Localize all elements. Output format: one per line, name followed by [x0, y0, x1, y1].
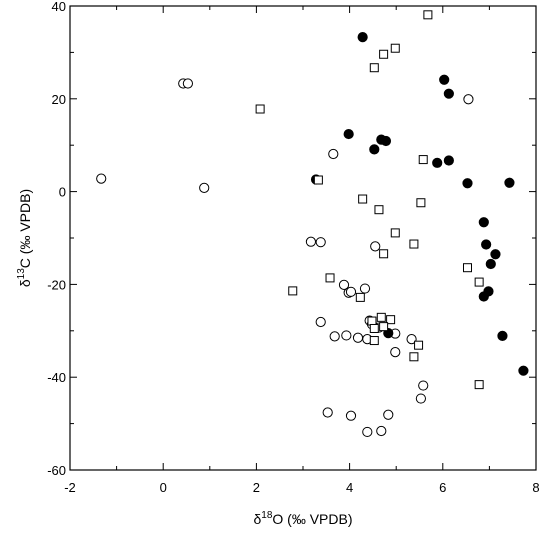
x-tick-label: 0	[160, 480, 167, 495]
open-circle-point	[359, 283, 371, 294]
open-circle-point	[345, 410, 357, 421]
open-circle-point	[328, 148, 339, 160]
filled-circle-point	[518, 365, 529, 376]
open-circle-point	[383, 409, 394, 420]
open-circle-point	[345, 286, 357, 297]
open-circle-point	[463, 94, 474, 105]
open-square-point	[355, 292, 365, 302]
open-square-point	[369, 323, 379, 333]
x-axis-label-superscript: 18	[261, 510, 273, 521]
open-square-point	[374, 205, 384, 215]
y-axis-label: δ13C (‰ VPDB)	[16, 189, 33, 287]
open-square-point	[386, 315, 396, 325]
open-circle-point	[341, 330, 352, 341]
open-square-point	[390, 228, 400, 238]
open-square-point	[358, 194, 368, 204]
open-square-point	[313, 175, 323, 185]
filled-circle-point	[497, 330, 508, 342]
x-tick-label: 8	[532, 480, 539, 495]
y-tick-label: 40	[52, 0, 66, 14]
open-square-point	[414, 340, 424, 350]
open-square-point	[255, 104, 265, 114]
open-circle-point	[362, 426, 373, 438]
filled-circle-point	[462, 178, 473, 189]
open-circle-point	[329, 331, 340, 342]
filled-circle-point	[380, 135, 392, 147]
filled-circle-point	[443, 155, 454, 166]
open-square-point	[474, 277, 484, 287]
y-axis-label-delta: δ	[17, 279, 33, 287]
open-circle-point	[96, 173, 107, 184]
open-circle-point	[315, 316, 326, 328]
open-square-point	[379, 249, 389, 259]
open-circle-point	[376, 425, 387, 437]
axis-ticks	[69, 5, 537, 471]
y-axis-label-superscript: 13	[16, 268, 27, 280]
y-tick-label: -40	[47, 370, 66, 385]
x-tick-label: -2	[64, 480, 76, 495]
y-tick-label: 20	[52, 92, 66, 107]
open-square-point	[418, 155, 428, 165]
filled-circle-point	[443, 88, 454, 99]
filled-circle-point	[485, 258, 496, 270]
x-axis-label-delta: δ	[253, 511, 261, 527]
filled-circle-point	[357, 31, 368, 43]
y-tick-label: -20	[47, 277, 66, 292]
open-circle-point	[322, 407, 333, 418]
x-tick-label: 6	[439, 480, 446, 495]
open-circle-point	[418, 380, 429, 391]
x-axis-label: δ18O (‰ VPDB)	[253, 510, 352, 527]
open-square-point	[474, 380, 484, 390]
x-tick-label: 2	[253, 480, 260, 495]
filled-circle-point	[343, 128, 354, 140]
open-circle-point	[182, 78, 193, 89]
open-square-point	[409, 352, 419, 362]
filled-circle-point	[490, 249, 501, 260]
filled-circle-point	[481, 239, 492, 250]
open-square-point	[416, 198, 426, 208]
open-square-point	[325, 273, 335, 283]
open-circle-point	[305, 236, 317, 247]
y-tick-label: 0	[59, 185, 66, 200]
filled-circle-point	[478, 291, 489, 302]
open-circle-point	[315, 237, 326, 248]
filled-circle-point	[432, 157, 443, 168]
open-square-point	[379, 49, 389, 59]
filled-circle-point	[504, 177, 515, 188]
open-square-point	[369, 336, 379, 346]
open-square-point	[288, 286, 298, 296]
filled-circle-point	[369, 144, 380, 155]
filled-circle-point	[478, 217, 489, 228]
open-square-point	[379, 322, 389, 332]
open-circle-point	[406, 334, 417, 345]
open-circle-point	[199, 182, 210, 193]
open-circle-point	[370, 241, 381, 252]
x-axis-label-text: O (‰ VPDB)	[272, 511, 352, 527]
open-square-point	[367, 316, 377, 326]
open-square-point	[462, 263, 472, 273]
open-square-point	[376, 312, 386, 322]
y-tick-label: -60	[47, 463, 66, 478]
filled-circle-point	[439, 74, 450, 85]
open-square-point	[423, 10, 433, 20]
open-square-point	[409, 239, 419, 249]
open-square-point	[390, 43, 400, 53]
open-circle-point	[415, 393, 426, 404]
data-points	[96, 10, 529, 438]
x-tick-label: 4	[346, 480, 353, 495]
open-circle-point	[338, 279, 350, 290]
y-axis-label-text: C (‰ VPDB)	[17, 189, 33, 268]
open-square-point	[369, 63, 379, 73]
open-circle-point	[390, 347, 401, 358]
open-circle-point	[352, 332, 364, 343]
plot-frame	[69, 5, 537, 471]
